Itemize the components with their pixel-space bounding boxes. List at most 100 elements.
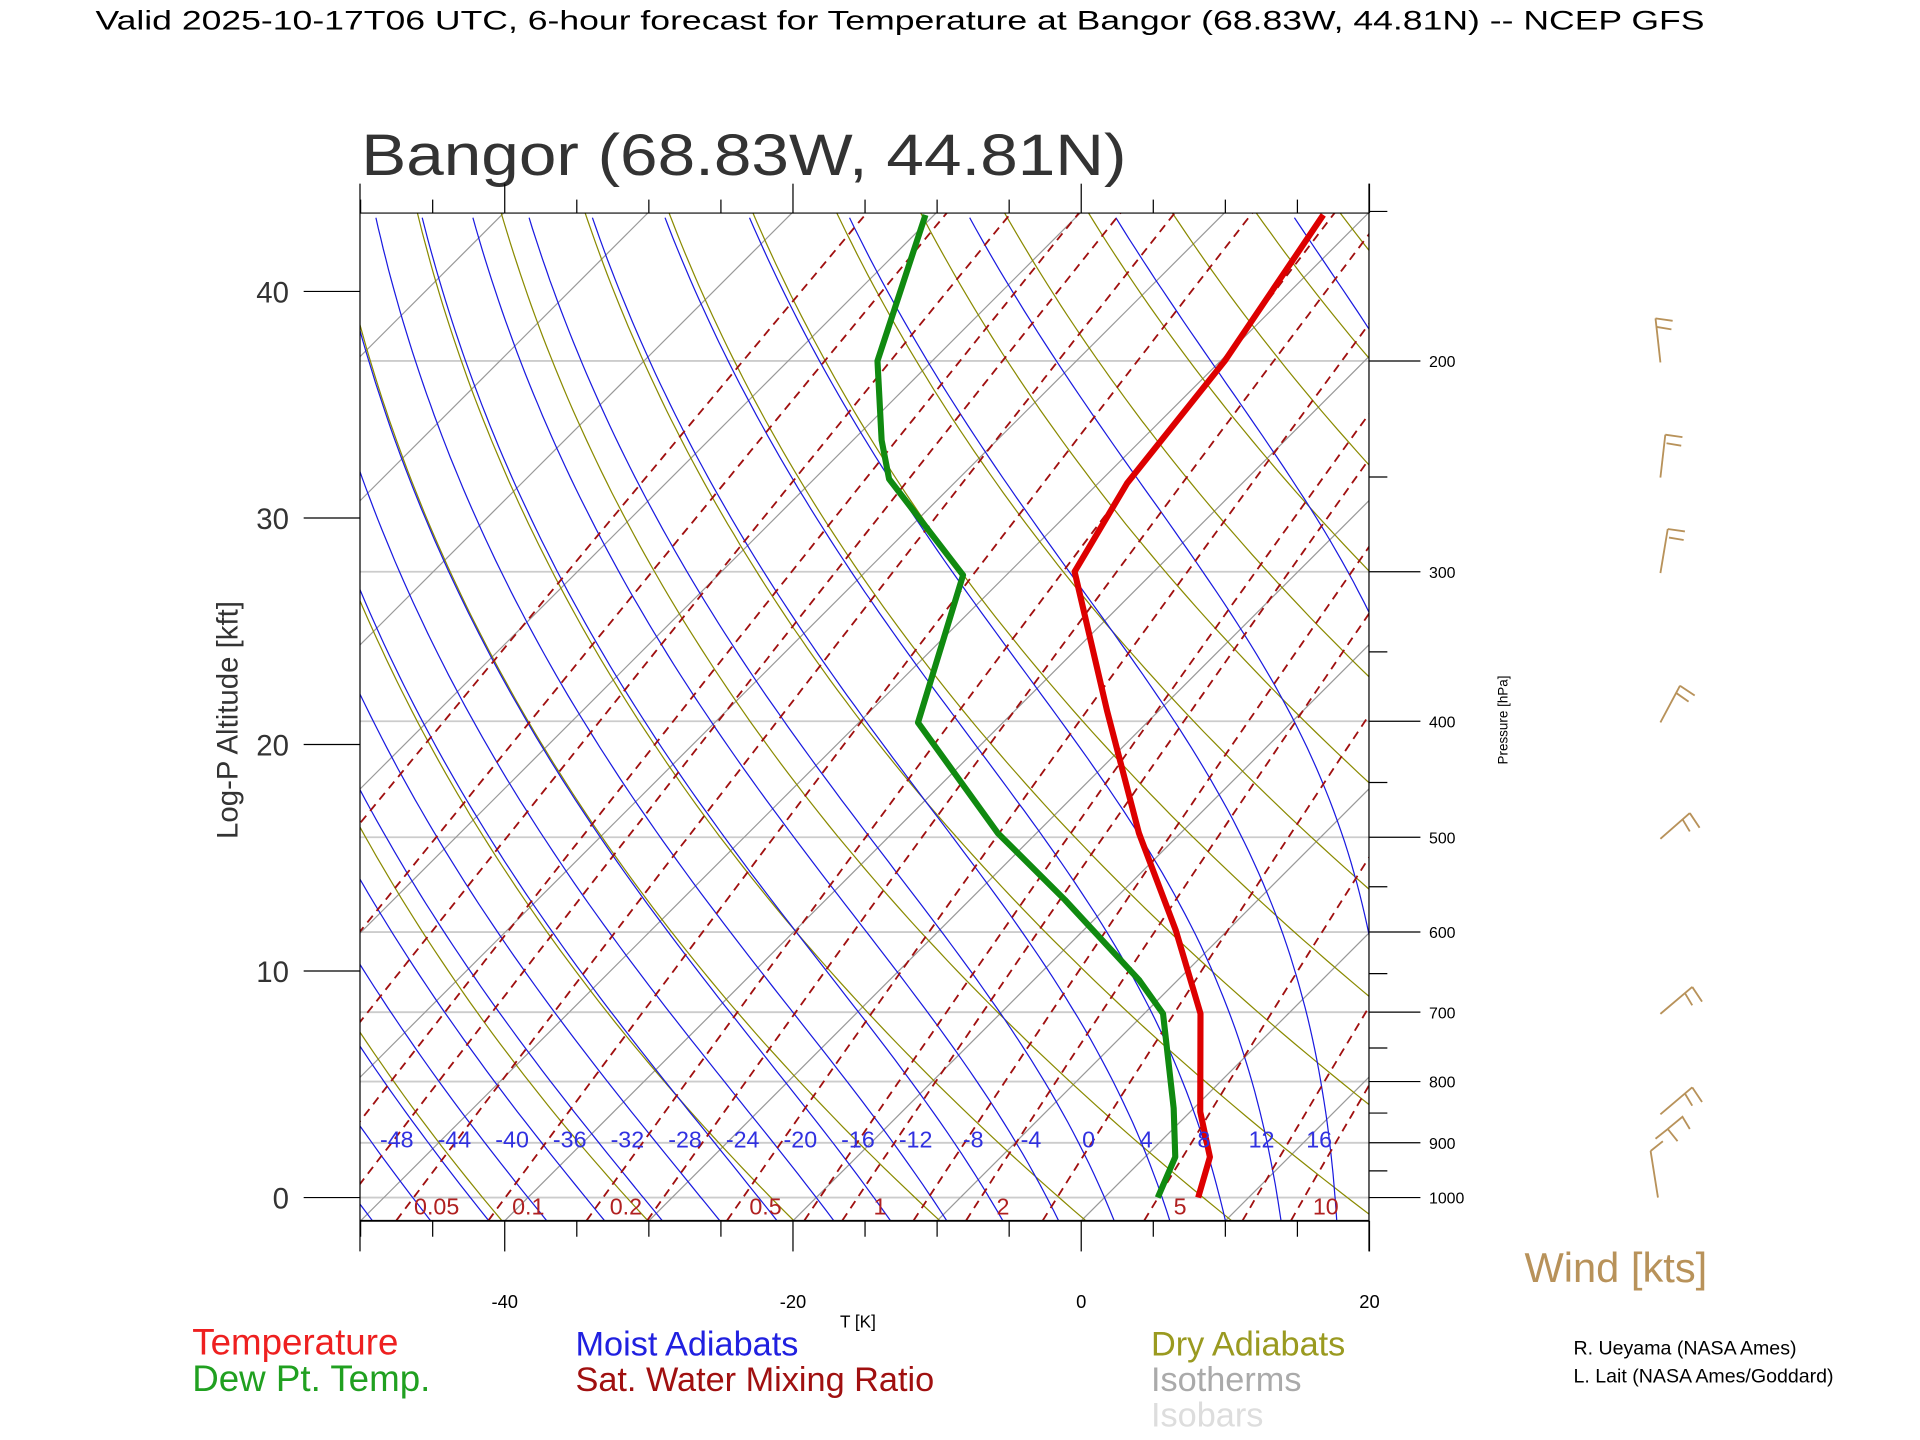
legend-moist-adiabats: Moist Adiabats <box>576 1326 799 1364</box>
wind-barb-staff <box>1659 685 1681 723</box>
moist-adiabat-label: -28 <box>668 1126 702 1152</box>
mixing-ratio-line <box>1143 855 1369 1221</box>
wind-barb-flags <box>1681 812 1701 832</box>
isotherm-line <box>0 211 73 1220</box>
pressure-tick-label: 1000 <box>1429 1191 1465 1208</box>
moist-adiabat-label: -40 <box>495 1126 529 1152</box>
wind-barb-flags <box>1675 684 1696 703</box>
wind-barbs <box>1649 317 1703 1198</box>
dry-adiabat-line <box>1003 213 1369 678</box>
y2-axis-label: Pressure [hPa] <box>1495 676 1510 765</box>
isotherm-line <box>360 213 793 646</box>
wind-barb <box>1659 528 1686 574</box>
moist-adiabat-label: -12 <box>899 1126 933 1152</box>
moist-adiabat-line <box>421 217 1004 1221</box>
wind-barb <box>1659 684 1696 723</box>
dry-adiabat-line <box>1759 212 1920 1220</box>
moist-adiabat-line <box>1618 218 1742 1221</box>
dry-adiabat-line <box>1087 213 1369 572</box>
pressure-tick-label: 200 <box>1429 354 1456 371</box>
moist-adiabat-line <box>1115 217 1369 614</box>
pressure-tick-label: 400 <box>1429 714 1456 731</box>
legend-temperature: Temperature <box>192 1321 398 1362</box>
isotherm-line <box>1081 932 1369 1221</box>
line-labels: -48 -44 -40 -36 -32 -28 -24 -20 -16 -12 -8 -4 0 4 8 12 1… <box>380 1126 1339 1219</box>
moist-adiabat-line <box>375 217 948 1221</box>
x-axis-label: T [K] <box>840 1311 876 1331</box>
moist-adiabat-line <box>360 878 606 1221</box>
dry-adiabat-line <box>1591 212 1920 1220</box>
mixing-ratio-line <box>395 213 1176 1221</box>
wind-barb-flags <box>1650 1115 1691 1152</box>
moist-adiabat-line <box>528 217 1115 1221</box>
mixing-ratio-line <box>803 412 1369 1221</box>
wind-barb-staff <box>1659 528 1669 574</box>
wind-barb <box>1649 1115 1691 1198</box>
dry-adiabat-line <box>1339 213 1369 252</box>
wind-barb <box>1659 812 1701 840</box>
wind-label: Wind [kts] <box>1524 1244 1707 1291</box>
dry-adiabat-line <box>668 213 1369 1106</box>
pressure-tick-label: 300 <box>1429 565 1456 582</box>
x-tick-label: -20 <box>780 1291 807 1312</box>
moist-adiabat-line <box>848 217 1338 1221</box>
moist-adiabat-line <box>1675 218 1885 1221</box>
moist-adiabat-label: 8 <box>1197 1126 1210 1152</box>
dry-adiabat-line <box>836 213 1369 890</box>
moist-adiabat-label: -16 <box>841 1126 875 1152</box>
dry-adiabat-line <box>500 213 1232 1221</box>
moist-adiabat-label: -8 <box>963 1126 984 1152</box>
mixing-ratio-line <box>1382 212 1920 1220</box>
moist-adiabat-line <box>360 963 548 1221</box>
mixing-ratio-line <box>841 457 1369 1221</box>
moist-adiabat-label: -36 <box>553 1126 587 1152</box>
mixing-ratio-line <box>1290 1083 1369 1221</box>
mixing-ratio-label: 2 <box>997 1194 1010 1220</box>
moist-adiabat-label: -48 <box>380 1126 414 1152</box>
wind-barb-flags <box>1665 433 1683 447</box>
y-tick-label: 10 <box>256 956 289 989</box>
moist-adiabat-line <box>591 217 1171 1221</box>
wind-barb-flags <box>1655 317 1673 331</box>
pressure-tick-label: 800 <box>1429 1075 1456 1092</box>
wind-barb-staff <box>1659 1086 1693 1115</box>
wind-barb <box>1659 433 1683 478</box>
mixing-ratio-label: 5 <box>1174 1194 1187 1220</box>
mixing-ratio-line <box>360 213 1081 1123</box>
mixing-ratio-label: 0.5 <box>749 1194 781 1220</box>
y-tick-label: 30 <box>256 503 289 536</box>
moist-adiabat-line <box>360 1045 490 1221</box>
legend-dry-adiabats: Dry Adiabats <box>1151 1326 1345 1364</box>
y-tick-label: 20 <box>256 730 289 763</box>
moist-adiabat-line <box>969 217 1369 938</box>
isotherm-line <box>1514 211 1920 1220</box>
isotherm-line <box>360 213 361 214</box>
mixing-ratio-line <box>360 213 1122 1186</box>
pressure-tick-label: 700 <box>1429 1005 1456 1022</box>
temperature-line <box>1071 213 1326 1199</box>
wind-barb-staff <box>1659 986 1693 1015</box>
isotherm-line <box>0 211 217 1220</box>
wind-barb <box>1659 986 1703 1015</box>
x-tick-label: -40 <box>491 1291 518 1312</box>
moist-adiabat-label: 4 <box>1140 1126 1153 1152</box>
axes: -40 -20 0 200102030402003004005006007008009… <box>256 183 1465 1312</box>
moist-adiabat-line <box>360 588 778 1221</box>
dry-adiabat-line <box>360 1031 503 1221</box>
moist-adiabat-label: -4 <box>1021 1126 1042 1152</box>
y-tick-label: 40 <box>256 276 289 309</box>
moist-adiabat-line <box>664 217 1227 1221</box>
y-tick-label: 0 <box>273 1183 289 1216</box>
pressure-tick-label: 500 <box>1429 830 1456 847</box>
dry-adiabat-line <box>360 322 940 1221</box>
x-tick-label: 0 <box>1076 1291 1086 1312</box>
moist-adiabat-line <box>360 788 663 1221</box>
isotherm-line <box>1658 211 1920 1220</box>
mixing-ratio-line <box>965 612 1369 1221</box>
credit-line: L. Lait (NASA Ames/Goddard) <box>1573 1365 1833 1387</box>
wind-barb-staff <box>1649 1150 1659 1198</box>
pressure-tick-label: 900 <box>1429 1136 1456 1153</box>
mixing-ratio-label: 10 <box>1313 1194 1339 1220</box>
mixing-ratio-label: 0.05 <box>414 1194 459 1220</box>
mixing-ratio-line <box>1041 713 1369 1221</box>
